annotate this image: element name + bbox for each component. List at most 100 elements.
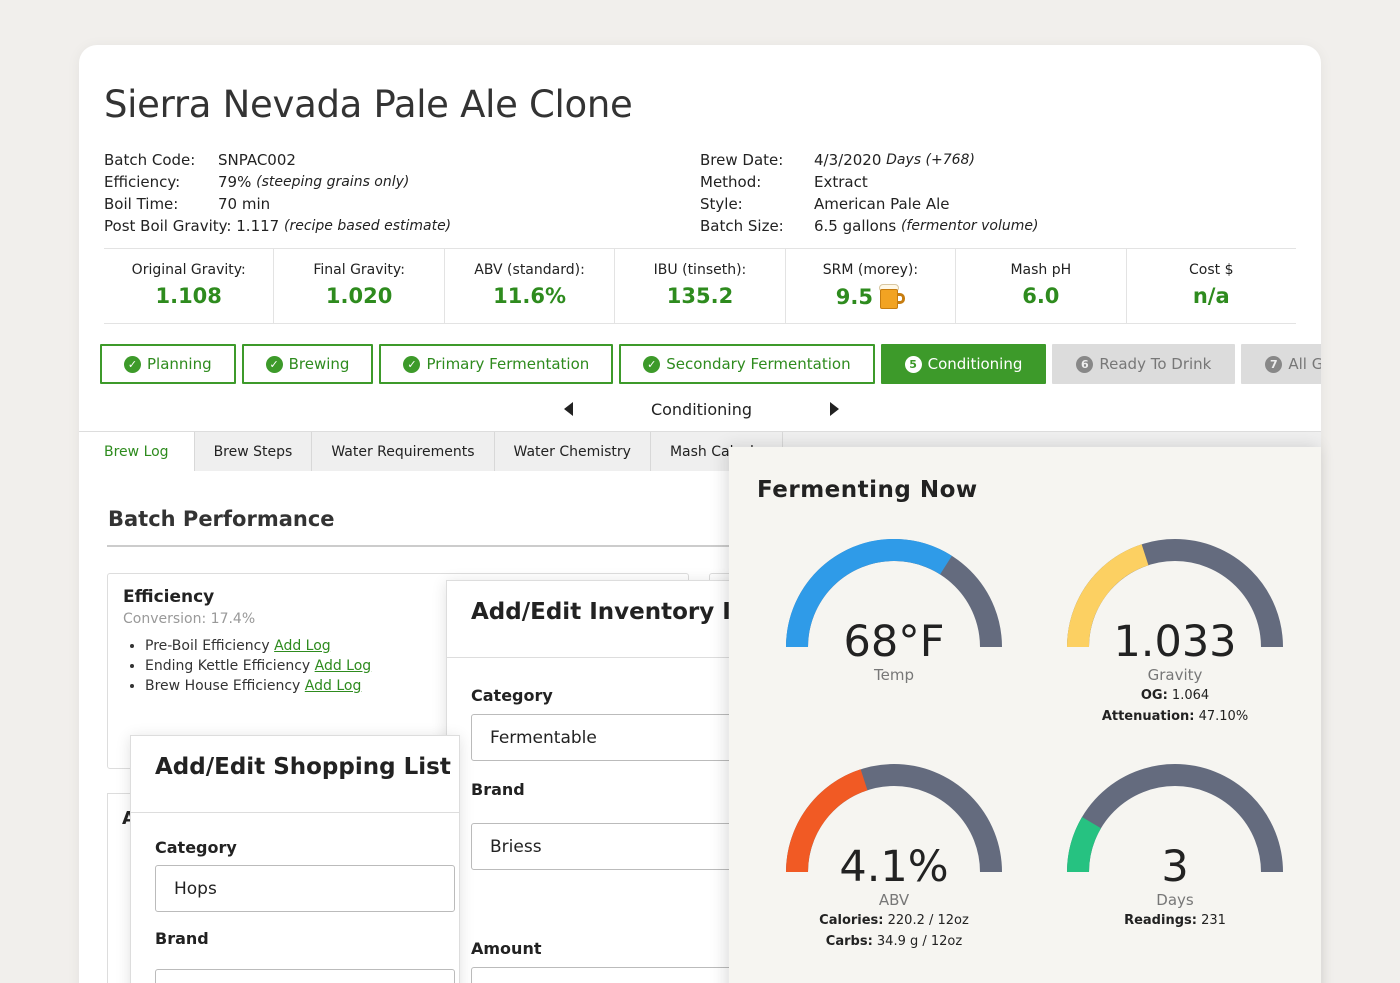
gauge-subtext: OG: 1.064 Attenuation: 47.10% <box>1101 688 1249 724</box>
stat-value: 6.0 <box>1022 284 1060 308</box>
list-item: Pre-Boil Efficiency Add Log <box>145 636 371 656</box>
list-item: Brew House Efficiency Add Log <box>145 676 371 696</box>
tab-water-chemistry[interactable]: Water Chemistry <box>495 432 651 472</box>
temp-gauge: 68°F Temp <box>779 535 1009 735</box>
brand-input[interactable]: Briess <box>471 823 745 870</box>
brand-input[interactable] <box>155 969 455 983</box>
step-number-icon: 6 <box>1076 355 1094 373</box>
meta-row: Efficiency: 79% (steeping grains only) <box>104 171 451 193</box>
next-stage-arrow-icon[interactable] <box>830 402 839 416</box>
stage-primary-fermentation-button[interactable]: ✓ Primary Fermentation <box>379 344 614 384</box>
brand-label: Brand <box>155 929 209 948</box>
tab-brew-steps[interactable]: Brew Steps <box>195 432 313 472</box>
days-gauge: 3 Days Readings: 231 <box>1060 760 1290 960</box>
tab-water-requirements[interactable]: Water Requirements <box>312 432 495 472</box>
add-log-link[interactable]: Add Log <box>314 658 372 674</box>
stage-secondary-fermentation-button[interactable]: ✓ Secondary Fermentation <box>619 344 875 384</box>
stage-label: Conditioning <box>927 355 1023 373</box>
meta-note: (recipe based estimate) <box>284 218 452 234</box>
meta-left: Batch Code: SNPAC002 Efficiency: 79% (stee… <box>104 149 451 237</box>
meta-row: Batch Size: 6.5 gallons (fermentor volume… <box>700 215 1038 237</box>
stage-ready-to-drink-button[interactable]: 6 Ready To Drink <box>1052 344 1236 384</box>
inventory-item-modal: Add/Edit Inventory Iter Category Ferment… <box>446 580 746 983</box>
meta-value: SNPAC002 <box>218 151 296 169</box>
efficiency-list: Pre-Boil Efficiency Add Log Ending Kettl… <box>145 636 371 696</box>
stat-label: IBU (tinseth): <box>653 262 747 278</box>
stage-label: Ready To Drink <box>1099 355 1212 373</box>
category-select[interactable]: Hops <box>155 865 455 912</box>
conversion-text: Conversion: 17.4% <box>123 611 256 627</box>
beer-mug-icon <box>879 284 905 310</box>
step-number-icon: 7 <box>1265 355 1283 373</box>
stage-label: Planning <box>147 355 212 373</box>
gauge-arc <box>1067 539 1283 648</box>
meta-row: Method: Extract <box>700 171 1038 193</box>
gauge-label: ABV <box>878 891 910 909</box>
modal-title: Add/Edit Inventory Iter <box>471 599 746 625</box>
stat-label: Cost $ <box>1189 262 1234 278</box>
fermenting-now-panel: Fermenting Now 68°F Temp 1.033 Gravity O… <box>729 447 1321 983</box>
amount-input[interactable] <box>471 967 745 983</box>
meta-value: Extract <box>814 173 868 191</box>
gauge-value: 68°F <box>843 617 945 667</box>
category-select[interactable]: Fermentable <box>471 714 745 761</box>
stat-final-gravity: Final Gravity: 1.020 <box>274 249 445 323</box>
stat-label: SRM (morey): <box>822 262 919 278</box>
stats-bar: Original Gravity: 1.108 Final Gravity: 1.0… <box>104 248 1296 324</box>
gauge-value: 3 <box>1161 842 1189 892</box>
meta-value: 4/3/2020 <box>814 151 882 169</box>
divider <box>107 545 747 547</box>
category-label: Category <box>471 686 553 705</box>
meta-label: Post Boil Gravity: <box>104 217 232 235</box>
stat-value: 1.108 <box>155 284 222 308</box>
meta-label: Batch Code: <box>104 151 196 169</box>
stat-label: ABV (standard): <box>474 262 585 278</box>
stage-label: All Gone <box>1288 355 1321 373</box>
stat-value: 11.6% <box>493 284 566 308</box>
stage-planning-button[interactable]: ✓ Planning <box>100 344 236 384</box>
shopping-list-modal: Add/Edit Shopping List Iter Category Hop… <box>130 735 460 983</box>
stat-value: n/a <box>1192 284 1230 308</box>
gauge-subtext: Calories: 220.2 / 12oz Carbs: 34.9 g / 12… <box>819 913 969 949</box>
category-label: Category <box>155 838 237 857</box>
gauge-arc <box>786 764 1002 873</box>
meta-label: Batch Size: <box>700 217 784 235</box>
meta-right: Brew Date: 4/3/2020 Days (+768) Method: Ex… <box>700 149 1038 237</box>
meta-row: Batch Code: SNPAC002 <box>104 149 451 171</box>
stage-brewing-button[interactable]: ✓ Brewing <box>241 344 374 384</box>
stat-srm: SRM (morey): 9.5 <box>786 249 957 323</box>
modal-title: Add/Edit Shopping List Iter <box>155 754 459 780</box>
stat-abv: ABV (standard): 11.6% <box>445 249 616 323</box>
check-icon: ✓ <box>403 355 421 373</box>
current-stage-label: Conditioning <box>650 399 753 419</box>
abv-gauge: 4.1% ABV Calories: 220.2 / 12oz Carbs: 34… <box>779 760 1009 960</box>
panel-title: Fermenting Now <box>757 477 978 503</box>
meta-note: (steeping grains only) <box>256 174 410 190</box>
gauge-value: 4.1% <box>839 842 949 892</box>
check-icon: ✓ <box>643 355 661 373</box>
meta-note: (fermentor volume) <box>900 218 1039 234</box>
check-icon: ✓ <box>124 355 141 373</box>
gauge-arc <box>786 539 1002 648</box>
previous-stage-arrow-icon[interactable] <box>564 402 573 416</box>
meta-row: Boil Time: 70 min <box>104 193 451 215</box>
gauge-label: Days <box>1156 891 1194 909</box>
stage-all-gone-button[interactable]: 7 All Gone <box>1241 344 1321 384</box>
tab-brew-log[interactable]: Brew Log <box>79 432 195 472</box>
gauge-value: 1.033 <box>1113 617 1237 667</box>
stat-original-gravity: Original Gravity: 1.108 <box>104 249 275 323</box>
stage-conditioning-button[interactable]: 5 Conditioning <box>880 344 1047 384</box>
stat-value: 1.020 <box>325 284 393 308</box>
meta-row: Post Boil Gravity: 1.117 (recipe based e… <box>104 215 451 237</box>
add-log-link[interactable]: Add Log <box>304 678 362 694</box>
stat-label: Mash pH <box>1010 262 1072 278</box>
add-log-link[interactable]: Add Log <box>274 638 331 654</box>
meta-label: Method: <box>700 173 762 191</box>
stat-label: Final Gravity: <box>313 262 405 278</box>
gauge-arc <box>1067 764 1283 873</box>
meta-label: Boil Time: <box>104 195 179 213</box>
stat-value: 9.5 <box>786 284 955 310</box>
divider <box>447 657 745 658</box>
stat-mash-ph: Mash pH 6.0 <box>956 249 1127 323</box>
meta-row: Style: American Pale Ale <box>700 193 1038 215</box>
